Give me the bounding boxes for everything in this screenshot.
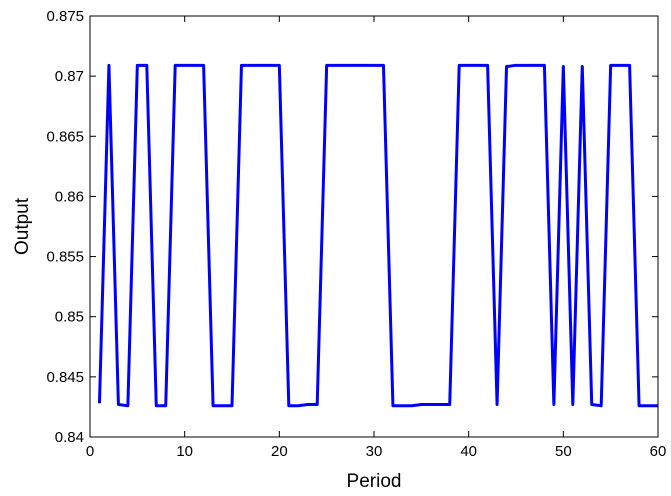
x-tick-label: 20 <box>271 443 288 460</box>
x-tick-label: 10 <box>176 443 193 460</box>
x-tick-label: 50 <box>555 443 572 460</box>
y-tick-label: 0.855 <box>46 249 84 266</box>
series-layer <box>97 63 658 408</box>
y-tick-label: 0.845 <box>46 369 84 386</box>
y-axis-label: Output <box>12 197 33 255</box>
tick-labels: 0 10 20 30 40 50 60 0.84 0.845 0.85 0.855 0.86 0.865… <box>46 8 666 460</box>
x-tick-label: 30 <box>366 443 383 460</box>
plot-area <box>89 15 659 438</box>
y-tick-label: 0.875 <box>46 8 84 25</box>
x-tick-label: 0 <box>86 443 94 460</box>
y-tick-label: 0.84 <box>55 429 84 446</box>
x-tick-label: 60 <box>650 443 667 460</box>
x-axis-label: Period <box>347 471 402 492</box>
y-tick-label: 0.86 <box>55 188 84 205</box>
series-line <box>97 63 658 408</box>
y-tick-label: 0.85 <box>55 309 84 326</box>
x-tick-label: 40 <box>460 443 477 460</box>
y-tick-label: 0.87 <box>55 68 84 85</box>
y-tick-label: 0.865 <box>46 128 84 145</box>
